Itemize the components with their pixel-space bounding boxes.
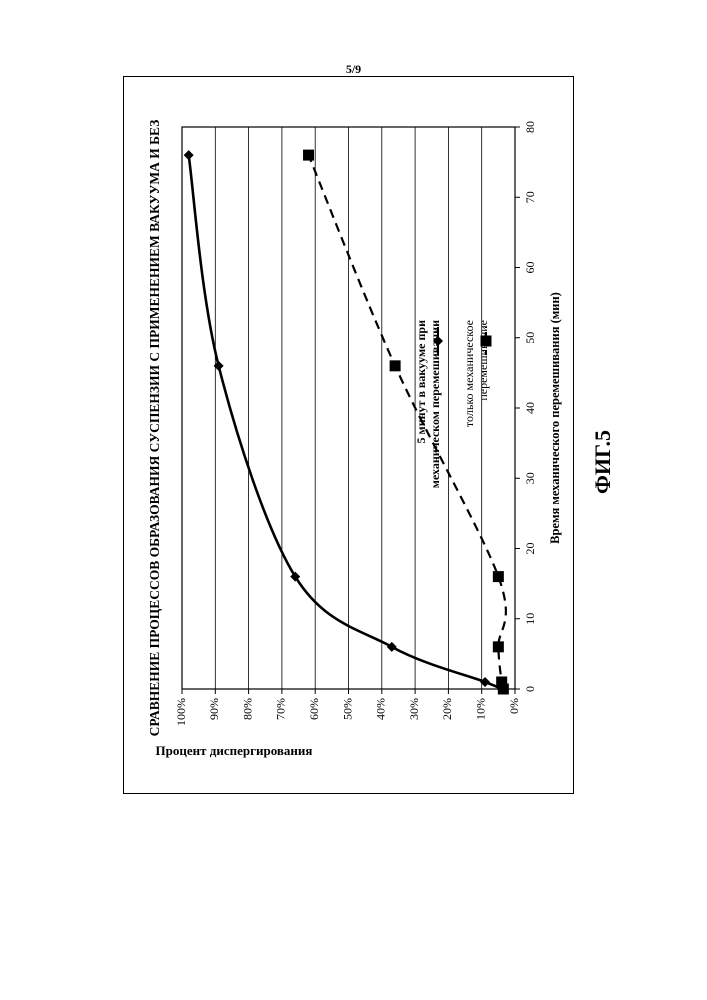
data-point-diamond [184, 150, 194, 160]
data-point-square [493, 571, 504, 582]
y-tick-label: 10% [473, 698, 487, 720]
x-tick-label: 80 [523, 121, 537, 133]
figure-label: ФИГ.5 [590, 430, 616, 494]
data-point-square [496, 676, 507, 687]
y-tick-label: 100% [174, 698, 188, 726]
y-tick-label: 80% [240, 698, 254, 720]
data-point-square [390, 360, 401, 371]
legend-label: только механическое [462, 320, 476, 427]
series-line-mechanical [309, 155, 506, 689]
legend-label: механическом перемешивании [428, 320, 442, 488]
data-point-square [493, 641, 504, 652]
legend-label: перемешивание [476, 320, 490, 401]
y-tick-label: 60% [307, 698, 321, 720]
chart-title: СРАВНЕНИЕ ПРОЦЕССОВ ОБРАЗОВАНИЯ СУСПЕНЗИ… [147, 120, 162, 737]
y-tick-label: 40% [374, 698, 388, 720]
x-tick-label: 0 [523, 686, 537, 692]
chart-frame: 0% 10% 20% 30% 40% 50% 60% 70% 80% 90% 100% 0 10 20 30… [123, 76, 574, 794]
legend-label: 5 минут в вакууме при [414, 320, 428, 444]
y-tick-label: 0% [507, 698, 521, 714]
data-point-diamond [387, 642, 397, 652]
page-number: 5/9 [0, 62, 707, 77]
data-point-square [303, 150, 314, 161]
y-tick-label: 50% [340, 698, 354, 720]
x-tick-label: 20 [523, 543, 537, 555]
x-tick-label: 70 [523, 191, 537, 203]
x-tick-label: 10 [523, 613, 537, 625]
x-tick-label: 50 [523, 332, 537, 344]
y-tick-label: 30% [407, 698, 421, 720]
x-axis-label: Время механического перемешивания (мин) [548, 292, 562, 544]
y-tick-label: 70% [274, 698, 288, 720]
y-tick-label: 90% [207, 698, 221, 720]
x-tick-label: 60 [523, 262, 537, 274]
y-tick-label: 20% [440, 698, 454, 720]
x-tick-label: 30 [523, 472, 537, 484]
series-line-vacuum [189, 155, 502, 689]
x-tick-label: 40 [523, 402, 537, 414]
y-axis-label: Процент диспергирования [156, 743, 313, 758]
dispersion-chart: 0% 10% 20% 30% 40% 50% 60% 70% 80% 90% 100% 0 10 20 30… [124, 77, 575, 795]
